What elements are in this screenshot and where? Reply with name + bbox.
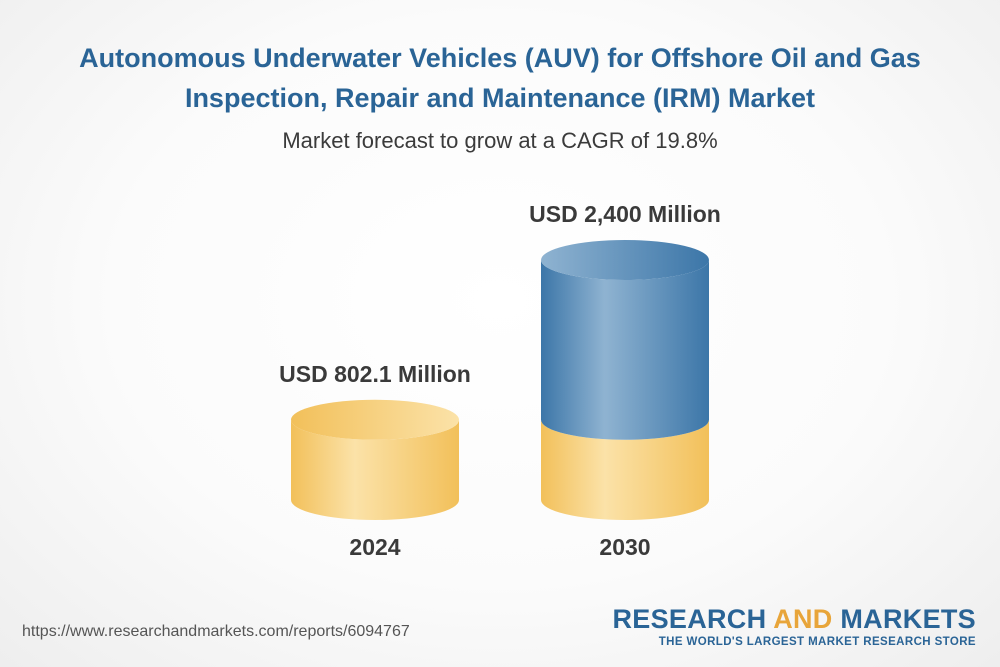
bar-chart: USD 802.1 Million 2024 USD 2,400 Million 20… [279, 201, 721, 560]
chart-title-line-2: Inspection, Repair and Maintenance (IRM)… [184, 83, 816, 113]
x-tick-label-2024: 2024 [349, 534, 400, 560]
chart-subtitle: Market forecast to grow at a CAGR of 19.… [282, 128, 718, 153]
chart-title: Autonomous Underwater Vehicles (AUV) for… [20, 38, 980, 118]
brand-name-part-3: MARKETS [832, 604, 976, 634]
data-label-2030: USD 2,400 Million [529, 201, 721, 227]
brand-name: RESEARCH AND MARKETS [612, 604, 976, 634]
bar-2024: USD 802.1 Million 2024 [279, 361, 471, 560]
chart-title-line-1: Autonomous Underwater Vehicles (AUV) for… [79, 43, 921, 73]
bar-growth-segment-2030 [541, 260, 709, 440]
bar-2030: USD 2,400 Million 2030 [529, 201, 721, 560]
x-tick-label-2030: 2030 [599, 534, 650, 560]
bar-top-cap-2030 [541, 240, 709, 280]
report-url[interactable]: https://www.researchandmarkets.com/repor… [22, 623, 410, 640]
brand-name-part-2: AND [773, 604, 833, 634]
brand-tagline: THE WORLD'S LARGEST MARKET RESEARCH STOR… [658, 636, 976, 648]
brand-name-part-1: RESEARCH [612, 604, 774, 634]
data-label-2024: USD 802.1 Million [279, 361, 471, 387]
bar-base-segment-2024 [291, 419, 459, 520]
bar-top-cap-2024 [291, 399, 459, 440]
brand-logo: RESEARCH AND MARKETS THE WORLD'S LARGEST… [612, 604, 976, 648]
bar-base-segment-2030 [541, 419, 709, 520]
